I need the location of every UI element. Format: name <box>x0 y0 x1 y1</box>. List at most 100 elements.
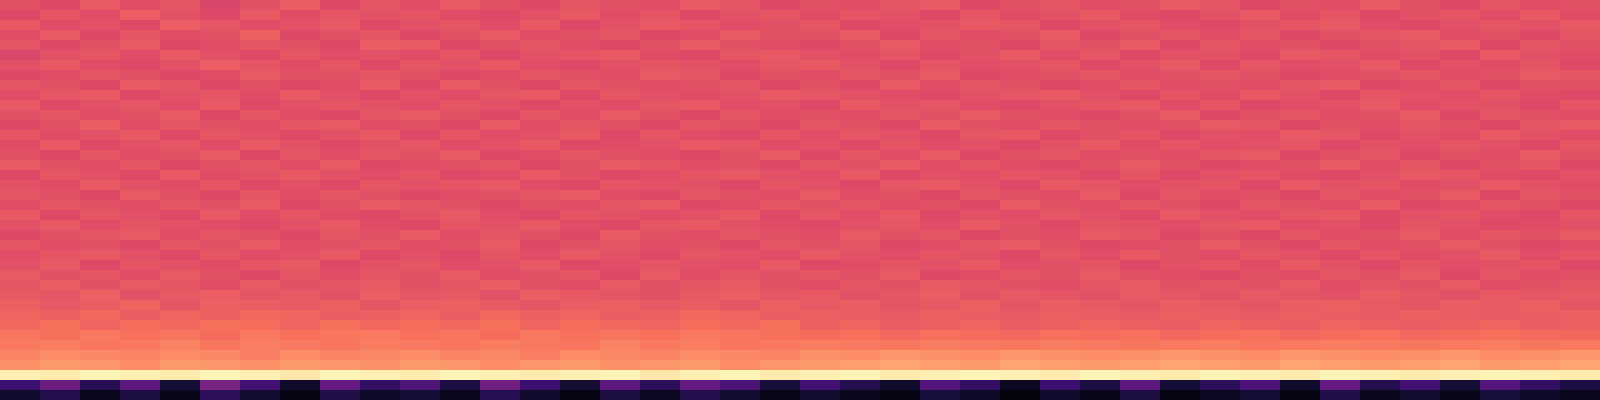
heatmap-cell <box>720 170 761 181</box>
heatmap-cell <box>40 380 81 391</box>
heatmap-cell <box>360 40 401 51</box>
heatmap-cell <box>40 260 81 271</box>
heatmap-cell <box>320 320 361 331</box>
heatmap-cell <box>960 50 1001 61</box>
heatmap-cell <box>1040 330 1081 341</box>
heatmap-cell <box>880 90 921 101</box>
heatmap-cell <box>560 120 601 131</box>
heatmap-cell <box>760 140 801 151</box>
heatmap-cell <box>1240 300 1281 311</box>
heatmap-cell <box>0 10 41 21</box>
heatmap-cell <box>840 100 881 111</box>
heatmap-cell <box>320 120 361 131</box>
heatmap-cell <box>1480 330 1521 341</box>
heatmap-cell <box>200 100 241 111</box>
heatmap-cell <box>640 160 681 171</box>
heatmap-cell <box>760 130 801 141</box>
heatmap-cell <box>1360 180 1401 191</box>
heatmap-cell <box>800 370 841 381</box>
heatmap-cell <box>160 300 201 311</box>
heatmap-cell <box>40 270 81 281</box>
heatmap-cell <box>1120 140 1161 151</box>
heatmap-cell <box>880 160 921 171</box>
heatmap-cell <box>1160 60 1201 71</box>
heatmap-cell <box>800 320 841 331</box>
heatmap-cell <box>280 10 321 21</box>
heatmap-cell <box>1400 380 1441 391</box>
heatmap-cell <box>280 370 321 381</box>
heatmap-cell <box>640 120 681 131</box>
heatmap-cell <box>840 200 881 211</box>
heatmap-cell <box>240 380 281 391</box>
heatmap-cell <box>280 150 321 161</box>
heatmap-cell <box>920 10 961 21</box>
heatmap-cell <box>840 310 881 321</box>
heatmap-cell <box>160 320 201 331</box>
heatmap-cell <box>1400 20 1441 31</box>
heatmap-cell <box>200 50 241 61</box>
heatmap-cell <box>0 300 41 311</box>
heatmap-cell <box>1320 310 1361 321</box>
heatmap-cell <box>200 80 241 91</box>
heatmap-cell <box>280 280 321 291</box>
heatmap-cell <box>160 150 201 161</box>
heatmap-cell <box>560 110 601 121</box>
heatmap-cell <box>280 100 321 111</box>
heatmap-cell <box>240 320 281 331</box>
heatmap-cell <box>1360 0 1401 11</box>
heatmap-cell <box>560 190 601 201</box>
heatmap-cell <box>800 160 841 171</box>
heatmap-cell <box>440 100 481 111</box>
heatmap-cell <box>1520 310 1561 321</box>
heatmap-cell <box>960 160 1001 171</box>
heatmap-cell <box>320 70 361 81</box>
heatmap-cell <box>1240 180 1281 191</box>
heatmap-cell <box>840 20 881 31</box>
heatmap-cell <box>720 270 761 281</box>
heatmap-cell <box>1040 10 1081 21</box>
heatmap-cell <box>0 330 41 341</box>
heatmap-cell <box>1240 0 1281 11</box>
heatmap-cell <box>1320 330 1361 341</box>
heatmap-cell <box>600 270 641 281</box>
heatmap-cell <box>960 80 1001 91</box>
heatmap-cell <box>1360 250 1401 261</box>
heatmap-cell <box>1240 200 1281 211</box>
heatmap-cell <box>920 180 961 191</box>
heatmap-cell <box>520 210 561 221</box>
heatmap-cell <box>160 20 201 31</box>
heatmap-cell <box>760 150 801 161</box>
heatmap-cell <box>400 190 441 201</box>
heatmap-cell <box>1560 120 1600 131</box>
heatmap-cell <box>760 40 801 51</box>
heatmap-cell <box>1360 110 1401 121</box>
heatmap-cell <box>1120 250 1161 261</box>
heatmap-cell <box>40 40 81 51</box>
heatmap-cell <box>360 80 401 91</box>
heatmap-cell <box>1400 160 1441 171</box>
heatmap-cell <box>1160 360 1201 371</box>
heatmap-cell <box>280 260 321 271</box>
heatmap-cell <box>480 260 521 271</box>
heatmap-cell <box>0 150 41 161</box>
heatmap-cell <box>760 300 801 311</box>
heatmap-cell <box>200 40 241 51</box>
heatmap-cell <box>1480 120 1521 131</box>
heatmap-cell <box>280 230 321 241</box>
heatmap-cell <box>920 80 961 91</box>
heatmap-cell <box>1000 50 1041 61</box>
heatmap-cell <box>800 360 841 371</box>
heatmap-cell <box>880 190 921 201</box>
heatmap-cell <box>360 260 401 271</box>
heatmap-cell <box>560 280 601 291</box>
heatmap-cell <box>0 130 41 141</box>
heatmap-cell <box>1480 380 1521 391</box>
heatmap-cell <box>520 200 561 211</box>
heatmap-cell <box>520 390 561 400</box>
heatmap-cell <box>1480 200 1521 211</box>
heatmap-cell <box>840 180 881 191</box>
heatmap-cell <box>1560 10 1600 21</box>
heatmap-cell <box>0 270 41 281</box>
heatmap-cell <box>280 200 321 211</box>
heatmap-cell <box>160 100 201 111</box>
